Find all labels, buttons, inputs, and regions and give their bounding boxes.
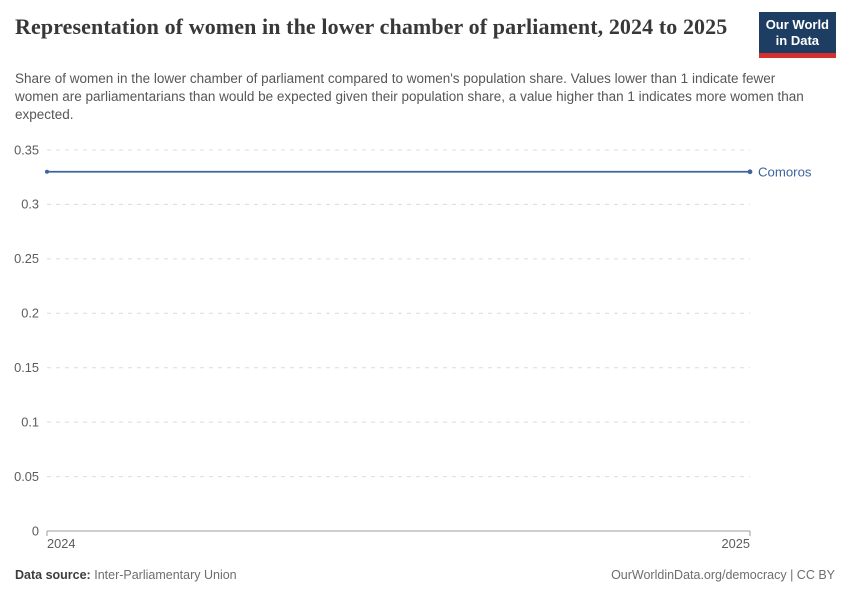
data-source: Data source: Inter-Parliamentary Union [15, 568, 237, 582]
y-tick-label: 0.2 [21, 306, 39, 321]
y-tick-label: 0.3 [21, 197, 39, 212]
series-label[interactable]: Comoros [758, 164, 812, 179]
x-tick-label: 2024 [47, 536, 75, 551]
chart-subtitle: Share of women in the lower chamber of p… [15, 71, 804, 122]
x-tick-label: 2025 [722, 536, 750, 551]
credit-link[interactable]: OurWorldinData.org/democracy | CC BY [611, 568, 835, 582]
series-end-point [747, 169, 753, 175]
owid-logo-line2: in Data [775, 33, 820, 48]
data-source-value: Inter-Parliamentary Union [94, 568, 237, 582]
owid-logo-line1: Our World [765, 17, 829, 32]
y-tick-label: 0.25 [14, 251, 39, 266]
y-tick-label: 0.35 [14, 142, 39, 157]
chart-footer: Data source: Inter-Parliamentary Union O… [15, 568, 835, 582]
y-tick-label: 0 [32, 523, 39, 538]
y-tick-label: 0.05 [14, 469, 39, 484]
data-source-label: Data source: [15, 568, 91, 582]
series-start-point [45, 169, 49, 174]
chart-title: Representation of women in the lower cha… [15, 14, 728, 39]
y-tick-label: 0.1 [21, 414, 39, 429]
line-chart: 0 0.05 0.1 0.15 0.2 0.25 0.3 0.35 2024 2025 Comoro… [14, 142, 812, 551]
owid-logo: Our World in Data [758, 12, 836, 58]
y-tick-label: 0.15 [14, 360, 39, 375]
